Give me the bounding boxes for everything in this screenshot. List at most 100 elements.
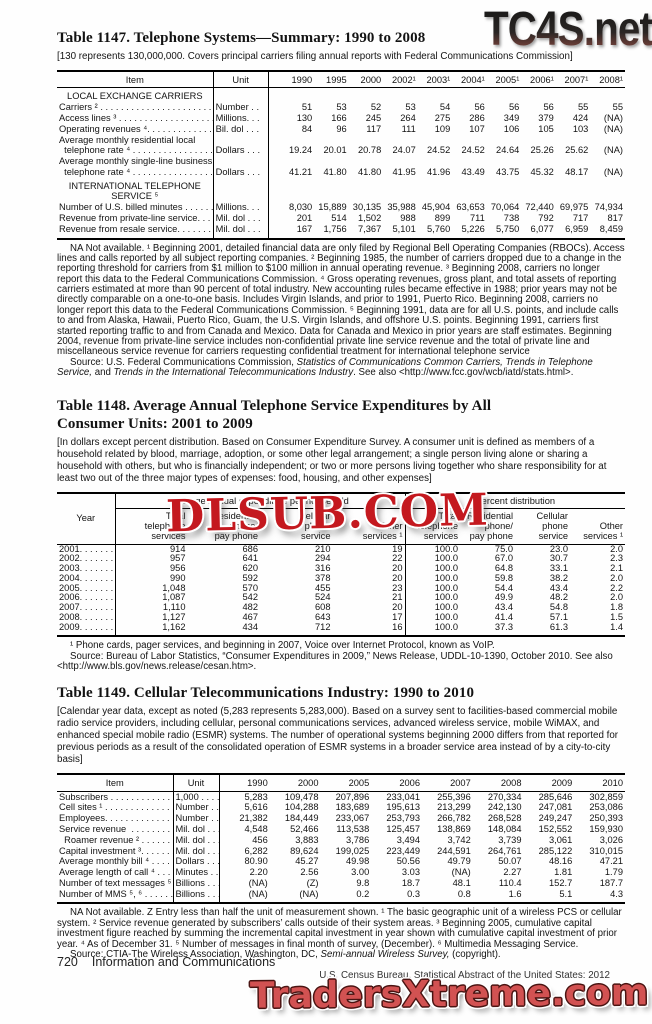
table-cell: 275 bbox=[434, 112, 451, 123]
table-cell: 2007. . . . . . . . . bbox=[59, 603, 114, 613]
table-1149-note: [Calendar year data, except as noted (5,… bbox=[57, 706, 619, 765]
column-header: Cellular phone service bbox=[298, 511, 331, 541]
spacer bbox=[57, 378, 625, 398]
table-cell: Mil. dol . . . bbox=[212, 213, 269, 224]
table-cell: 2.1 bbox=[610, 563, 624, 574]
source-text-segment: Source: CTIA-The Wireless Association, W… bbox=[70, 948, 321, 960]
table-row: Number of text messages ⁵ . . .Billions … bbox=[57, 877, 625, 889]
table-cell: 1.4 bbox=[610, 621, 624, 632]
table-cell: 467 bbox=[242, 611, 258, 622]
table-cell: (NA) bbox=[299, 888, 319, 899]
table-cell: Dollars . . . bbox=[212, 156, 269, 178]
table-cell: 2.20 bbox=[218, 867, 270, 878]
table-cell: 2004. . . . . . . . . bbox=[59, 573, 114, 583]
table-cell: Dollars . . . bbox=[212, 134, 269, 157]
table-cell: 30,135 bbox=[352, 202, 382, 213]
section-row: INTERNATIONAL TELEPHONE SERVICE ⁵ bbox=[57, 177, 625, 203]
table-cell: 294 bbox=[314, 553, 331, 564]
table-cell: 988 bbox=[400, 213, 416, 223]
column-header: 1990 bbox=[267, 70, 315, 88]
table-cell: 106 bbox=[503, 123, 520, 134]
table-row: Cell sites ¹ . . . . . . . . . . . . . .… bbox=[57, 802, 625, 814]
table-cell: 22 bbox=[392, 553, 403, 564]
table-row: Roamer revenue ² . . . . . . . . . Mil. d… bbox=[57, 834, 625, 846]
table-cell: 74,934 bbox=[594, 202, 623, 213]
table-cell: Capital investment ³. . . . . . . . . bbox=[59, 845, 173, 856]
table-cell: 167 bbox=[267, 223, 315, 239]
column-header: 2007 bbox=[450, 777, 471, 788]
table-cell: 59.8 bbox=[494, 572, 514, 583]
column-header: 2006¹ bbox=[530, 74, 554, 85]
table-cell: Mil. dol . . . bbox=[172, 845, 219, 857]
table-cell: 233,067 bbox=[335, 813, 370, 824]
table-cell: 1,048 bbox=[114, 583, 188, 594]
source-text: Source: U.S. Federal Communications Comm… bbox=[57, 357, 625, 379]
table-cell: (NA) bbox=[603, 166, 623, 177]
table-cell: 608 bbox=[314, 602, 331, 613]
table-cell: Cell sites ¹ . . . . . . . . . . . . . .… bbox=[59, 802, 173, 813]
table-cell: 455 bbox=[314, 582, 331, 593]
table-cell: 4.3 bbox=[610, 888, 623, 899]
table-cell: 8,030 bbox=[267, 202, 315, 213]
table-cell: 21 bbox=[392, 592, 403, 603]
table-row: Average length of call ⁴ . . . . . .Minu… bbox=[57, 867, 625, 878]
table-cell: 24.52 bbox=[461, 145, 485, 156]
table-cell: 100.0 bbox=[404, 602, 461, 613]
table-cell: 15,889 bbox=[318, 202, 347, 213]
table-cell: 48.2 bbox=[549, 592, 569, 603]
table-cell: 100.0 bbox=[404, 593, 461, 604]
table-cell: 69,975 bbox=[559, 202, 589, 213]
column-header: Unit bbox=[212, 70, 269, 88]
section-row: LOCAL EXCHANGE CARRIERS bbox=[57, 87, 625, 103]
table-cell: 109,478 bbox=[269, 790, 321, 803]
table-1148-body: 2001. . . . . . . . .91468621019100.075.… bbox=[57, 543, 626, 637]
table-cell: 152.7 bbox=[548, 877, 573, 888]
table-cell: 41.80 bbox=[357, 166, 382, 177]
table-cell: 244,591 bbox=[437, 845, 471, 856]
table-row: Average monthly bill ⁴ . . . . . . . Doll… bbox=[57, 856, 625, 868]
table-cell: 2.3 bbox=[610, 553, 624, 564]
table-cell: Revenue from resale service. . . . . . .… bbox=[59, 223, 214, 234]
table-cell: Average monthly single-line business tel… bbox=[59, 156, 213, 177]
table-cell: Service revenue . . . . . . . . . . . bbox=[59, 823, 173, 834]
table-cell: Mil. dol . . . bbox=[212, 223, 269, 239]
table-cell: 899 bbox=[434, 213, 451, 223]
table-cell: Millions. . . bbox=[212, 202, 269, 213]
table-cell: Average monthly residential local teleph… bbox=[59, 134, 213, 156]
table-cell: Number of MMS ⁵, ⁶ . . . . . . . . bbox=[59, 888, 173, 899]
table-cell: 223,449 bbox=[386, 845, 420, 856]
table-cell: Number . . bbox=[212, 102, 269, 113]
table-cell: 620 bbox=[242, 563, 258, 574]
source-text-segment: Semi-annual Wireless Survey, bbox=[320, 948, 450, 960]
table-cell: 72,440 bbox=[525, 202, 554, 213]
table-cell: 63,653 bbox=[456, 202, 485, 213]
table-cell: 213,299 bbox=[437, 802, 471, 813]
table-cell: 2001. . . . . . . . . bbox=[57, 543, 115, 555]
table-cell: Millions. . . bbox=[212, 112, 269, 124]
table-row: Subscribers . . . . . . . . . . . . . . … bbox=[57, 790, 625, 803]
table-cell: 5,283 bbox=[218, 790, 270, 803]
table-cell: 20 bbox=[392, 602, 403, 613]
source-text-segment: . See also <http://www.fcc.gov/wcb/iatd/… bbox=[353, 367, 574, 379]
table-cell: 41.95 bbox=[392, 166, 416, 177]
table-cell: 316 bbox=[314, 563, 331, 574]
table-1147-title: Table 1147. Telephone Systems—Summary: 1… bbox=[57, 30, 426, 46]
table-cell: 990 bbox=[114, 573, 188, 584]
table-cell bbox=[267, 87, 625, 103]
table-cell: Operating revenues ⁴. . . . . . . . . . … bbox=[59, 123, 214, 134]
table-cell: 80.90 bbox=[218, 856, 270, 868]
table-cell: 0.3 bbox=[407, 888, 420, 899]
spacer bbox=[57, 672, 625, 685]
table-cell: 148,084 bbox=[487, 823, 522, 834]
table-cell: 268,528 bbox=[487, 813, 522, 824]
table-cell: 1,127 bbox=[114, 612, 188, 623]
table-cell: 285,646 bbox=[523, 790, 575, 803]
table-cell: 55 bbox=[577, 102, 589, 113]
table-cell: 9.8 bbox=[356, 877, 370, 888]
table-1149-title: Table 1149. Cellular Telecommunications … bbox=[57, 685, 475, 702]
table-cell: 1,756 bbox=[323, 223, 347, 234]
table-cell: 109 bbox=[434, 123, 451, 134]
table-row: Access lines ³ . . . . . . . . . . . . .… bbox=[57, 112, 625, 124]
table-cell: 424 bbox=[572, 112, 589, 123]
